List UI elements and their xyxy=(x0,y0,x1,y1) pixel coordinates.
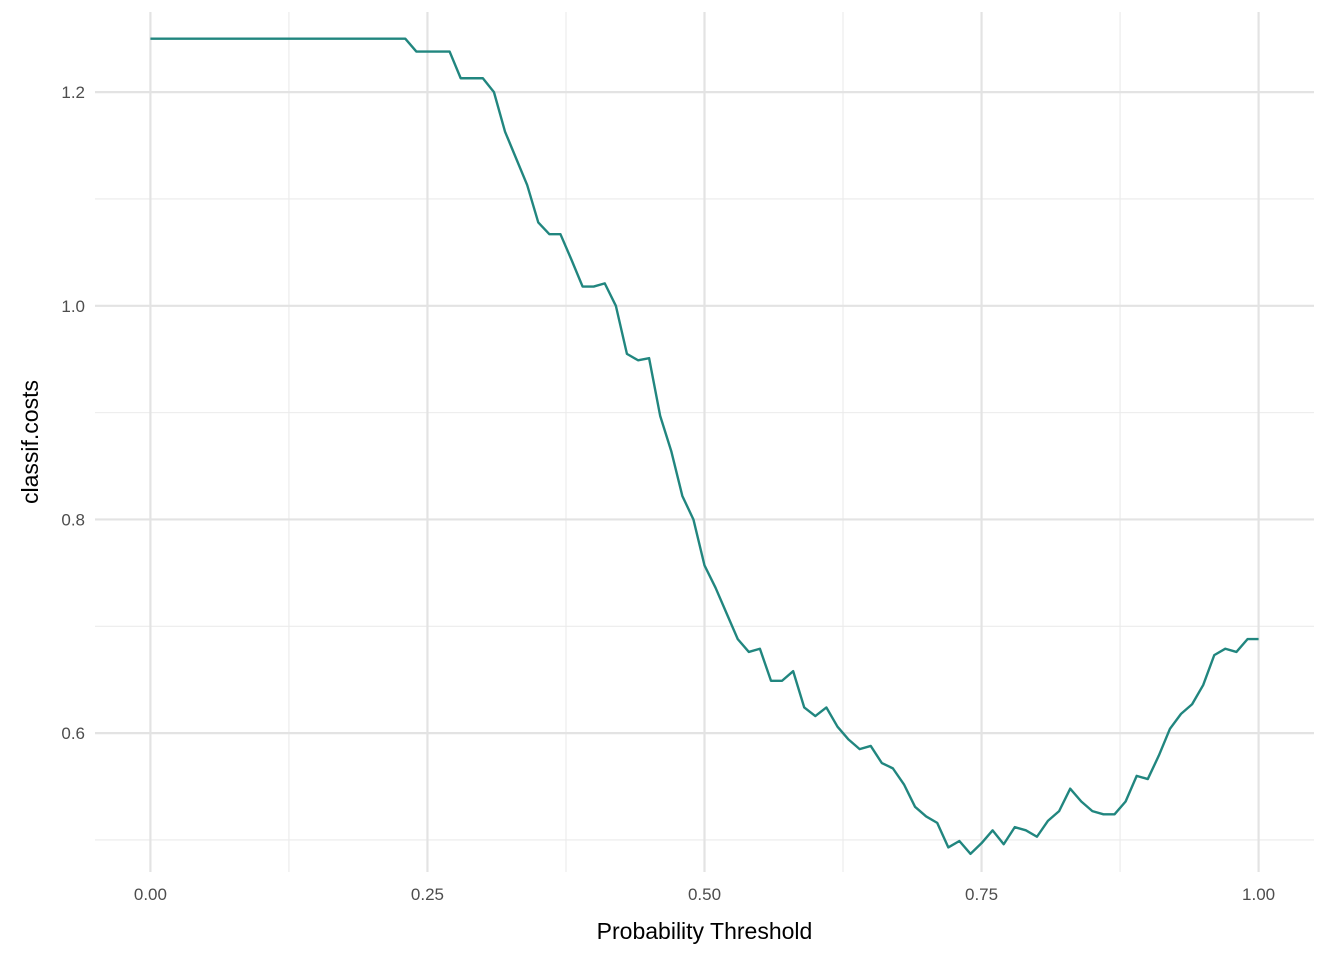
major-gridlines xyxy=(95,12,1314,872)
tick-labels: 0.00 0.25 0.50 0.75 1.00 0.6 0.8 1.0 1.2 xyxy=(61,83,1275,904)
series-layer xyxy=(150,37,1259,856)
series-line xyxy=(150,37,1259,856)
x-axis-title: Probability Threshold xyxy=(597,918,813,944)
x-tick-label: 0.00 xyxy=(134,885,167,904)
y-tick-label: 0.6 xyxy=(61,724,85,743)
x-tick-label: 0.75 xyxy=(965,885,998,904)
y-tick-label: 0.8 xyxy=(61,510,85,529)
y-axis-title: classif.costs xyxy=(17,380,43,504)
y-tick-label: 1.2 xyxy=(61,83,85,102)
x-tick-label: 1.00 xyxy=(1242,885,1275,904)
y-tick-label: 1.0 xyxy=(61,297,85,316)
x-tick-label: 0.50 xyxy=(688,885,721,904)
x-tick-label: 0.25 xyxy=(411,885,444,904)
